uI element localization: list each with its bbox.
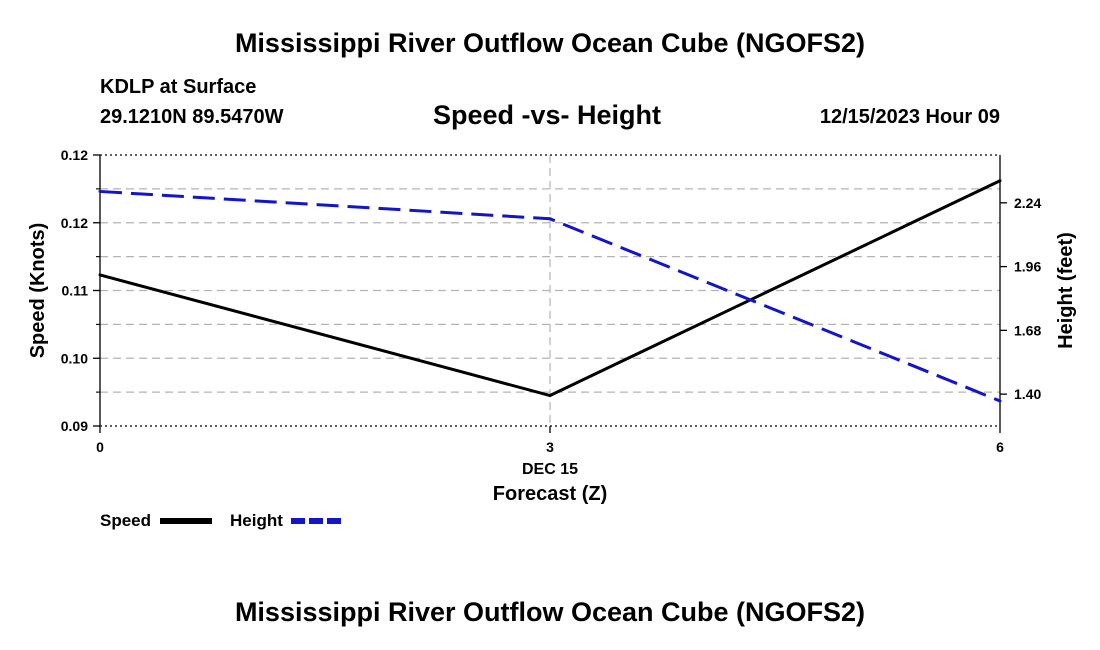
x-date-label: DEC 15 bbox=[522, 461, 578, 478]
right-tick-label: 1.40 bbox=[1014, 386, 1041, 402]
x-tick-label: 3 bbox=[546, 439, 554, 455]
data-point-height bbox=[998, 399, 1002, 403]
left-tick-label: 0.11 bbox=[62, 283, 89, 299]
footer-title: Mississippi River Outflow Ocean Cube (NG… bbox=[234, 597, 866, 627]
forecast-timestamp: 12/15/2023 Hour 09 bbox=[819, 106, 1000, 128]
right-tick-label: 2.24 bbox=[1014, 195, 1041, 211]
x-axis-label: Forecast (Z) bbox=[493, 483, 607, 505]
left-tick-label: 0.10 bbox=[61, 350, 88, 366]
left-tick-label: 0.12 bbox=[61, 147, 88, 163]
left-tick-label: 0.12 bbox=[61, 215, 88, 231]
station-label: KDLP at Surface bbox=[100, 76, 257, 98]
legend-label-speed: Speed bbox=[100, 511, 151, 530]
left-tick-label: 0.09 bbox=[61, 418, 88, 434]
page-title: Mississippi River Outflow Ocean Cube (NG… bbox=[234, 28, 866, 58]
x-tick-label: 6 bbox=[996, 439, 1004, 455]
chart-subtitle: Speed -vs- Height bbox=[433, 100, 662, 130]
right-axis-label: Height (feet) bbox=[1055, 232, 1077, 349]
legend-label-height: Height bbox=[230, 511, 283, 530]
data-point-speed bbox=[548, 394, 552, 398]
left-axis-label: Speed (Knots) bbox=[27, 223, 49, 359]
x-tick-label: 0 bbox=[96, 439, 104, 455]
data-point-height bbox=[548, 217, 552, 221]
right-tick-label: 1.96 bbox=[1014, 259, 1041, 275]
data-point-speed bbox=[98, 273, 102, 277]
station-coordinates: 29.1210N 89.5470W bbox=[100, 106, 284, 128]
right-tick-label: 1.68 bbox=[1014, 322, 1041, 338]
data-point-speed bbox=[998, 179, 1002, 183]
data-point-height bbox=[98, 189, 102, 193]
